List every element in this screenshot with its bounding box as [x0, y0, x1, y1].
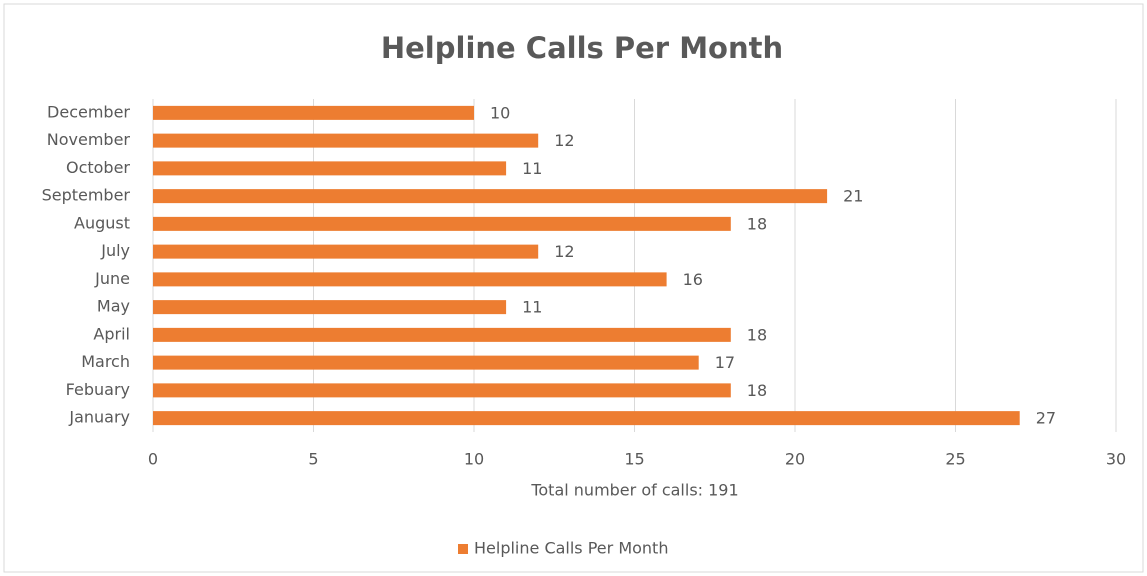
- data-label: 18: [747, 325, 767, 344]
- bar: [153, 411, 1020, 426]
- y-tick-label: January: [68, 408, 130, 427]
- chart-title: Helpline Calls Per Month: [381, 31, 783, 65]
- data-label: 18: [747, 214, 767, 233]
- y-tick-label: Febuary: [66, 380, 130, 399]
- legend-swatch: [458, 544, 468, 554]
- x-tick-label: 25: [945, 450, 965, 469]
- x-tick-label: 15: [624, 450, 644, 469]
- data-label: 21: [843, 187, 863, 206]
- legend-label: Helpline Calls Per Month: [474, 539, 668, 558]
- x-tick-label: 0: [148, 450, 158, 469]
- y-tick-label: April: [93, 324, 130, 343]
- x-axis-label: Total number of calls: 191: [530, 481, 738, 500]
- bar: [153, 355, 699, 370]
- y-tick-label: September: [42, 186, 131, 205]
- x-tick-label: 5: [308, 450, 318, 469]
- data-label: 10: [490, 103, 510, 122]
- x-tick-label: 10: [464, 450, 484, 469]
- y-tick-label: November: [47, 130, 131, 149]
- bar: [153, 244, 539, 259]
- bar: [153, 327, 731, 342]
- data-label: 12: [554, 242, 574, 261]
- bar: [153, 105, 474, 120]
- y-tick-label: July: [100, 241, 130, 260]
- data-label: 11: [522, 298, 542, 317]
- data-label: 18: [747, 381, 767, 400]
- y-tick-label: December: [47, 102, 130, 121]
- bar: [153, 133, 539, 148]
- x-tick-label: 20: [785, 450, 805, 469]
- data-label: 17: [715, 353, 735, 372]
- data-label: 11: [522, 159, 542, 178]
- bar: [153, 161, 507, 176]
- y-tick-label: March: [81, 352, 130, 371]
- bar: [153, 300, 507, 315]
- bar: [153, 272, 667, 287]
- bar: [153, 189, 828, 204]
- bar: [153, 216, 731, 231]
- bar: [153, 383, 731, 398]
- y-tick-label: June: [94, 269, 130, 288]
- data-label: 16: [683, 270, 703, 289]
- y-tick-label: October: [66, 158, 130, 177]
- data-label: 27: [1036, 409, 1056, 428]
- y-tick-label: August: [74, 213, 130, 232]
- y-tick-label: May: [97, 297, 130, 316]
- x-tick-label: 30: [1106, 450, 1126, 469]
- chart-frame: [3, 3, 1144, 573]
- data-label: 12: [554, 131, 574, 150]
